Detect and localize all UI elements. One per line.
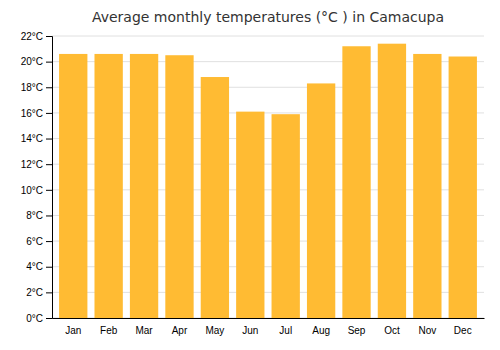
y-axis-line xyxy=(46,37,53,319)
bar xyxy=(307,83,335,318)
x-tick-label: Nov xyxy=(418,325,436,336)
y-tick: 6°C xyxy=(26,236,52,247)
x-tick: Jun xyxy=(242,325,258,336)
y-tick-mark xyxy=(46,164,52,165)
y-tick: 22°C xyxy=(21,31,52,42)
x-tick: Dec xyxy=(454,325,472,336)
x-axis: Jan Feb Mar Apr May Jun Jul Aug Sep Oct Nov Dec xyxy=(53,319,485,337)
x-tick: May xyxy=(205,325,224,336)
bar xyxy=(378,44,406,318)
y-tick-label: 10°C xyxy=(21,185,43,196)
y-tick-label: 2°C xyxy=(26,287,43,298)
x-tick-label: May xyxy=(205,325,224,336)
bar xyxy=(342,46,370,318)
y-tick: 0°C xyxy=(26,313,52,324)
bar xyxy=(272,114,300,318)
x-tick: Apr xyxy=(172,325,188,336)
y-tick-label: 4°C xyxy=(26,261,43,272)
bar xyxy=(59,54,87,318)
y-tick: 10°C xyxy=(21,185,52,196)
bar xyxy=(201,77,229,318)
y-tick-label: 20°C xyxy=(21,56,43,67)
x-tick-label: Jun xyxy=(242,325,258,336)
y-tick-label: 16°C xyxy=(21,108,43,119)
x-tick-label: Jan xyxy=(65,325,81,336)
bar xyxy=(236,112,264,318)
x-tick: Jan xyxy=(65,325,81,336)
x-tick: Feb xyxy=(100,325,118,336)
bar xyxy=(130,54,158,318)
x-tick-label: Oct xyxy=(384,325,400,336)
y-tick-mark xyxy=(46,215,52,216)
y-tick-mark xyxy=(46,190,52,191)
y-tick-label: 6°C xyxy=(26,236,43,247)
x-tick: Jul xyxy=(279,325,292,336)
x-tick: Mar xyxy=(135,325,153,336)
y-tick-label: 22°C xyxy=(21,31,43,42)
y-tick-mark xyxy=(46,87,52,88)
y-tick: 14°C xyxy=(21,133,52,144)
y-tick-mark xyxy=(46,62,52,63)
x-tick-label: Jul xyxy=(279,325,292,336)
y-tick: 2°C xyxy=(26,287,52,298)
y-tick-label: 14°C xyxy=(21,133,43,144)
y-tick: 8°C xyxy=(26,210,52,221)
plot-area: 0°C 2°C 4°C 6°C 8°C 10°C 12°C 14°C 16°C 18°C 20°C 2… xyxy=(21,31,485,336)
y-tick-label: 12°C xyxy=(21,159,43,170)
y-tick: 4°C xyxy=(26,261,52,272)
grid-line xyxy=(52,36,484,37)
x-tick: Aug xyxy=(312,325,330,336)
x-tick-label: Mar xyxy=(135,325,153,336)
y-tick: 12°C xyxy=(21,159,52,170)
y-tick-mark xyxy=(46,267,52,268)
y-tick-label: 18°C xyxy=(21,82,43,93)
grid xyxy=(52,36,484,318)
y-tick-mark xyxy=(46,139,52,140)
bars xyxy=(59,44,477,318)
x-tick-label: Apr xyxy=(172,325,188,336)
y-axis: 0°C 2°C 4°C 6°C 8°C 10°C 12°C 14°C 16°C 18°C 20°C 2… xyxy=(21,31,53,324)
y-tick-mark xyxy=(46,292,52,293)
y-tick-label: 0°C xyxy=(26,313,43,324)
x-tick: Oct xyxy=(384,325,400,336)
chart-svg: 0°C 2°C 4°C 6°C 8°C 10°C 12°C 14°C 16°C 18°C 20°C 2… xyxy=(0,0,500,350)
y-tick: 20°C xyxy=(21,56,52,67)
y-tick-mark xyxy=(46,113,52,114)
y-tick: 18°C xyxy=(21,82,52,93)
x-tick-label: Aug xyxy=(312,325,330,336)
y-tick-mark xyxy=(46,241,52,242)
x-axis-line xyxy=(53,318,485,319)
bar xyxy=(94,54,122,318)
x-tick: Nov xyxy=(418,325,436,336)
y-tick: 16°C xyxy=(21,108,52,119)
bar xyxy=(413,54,441,318)
x-tick: Sep xyxy=(348,325,366,336)
bar xyxy=(449,57,477,318)
x-tick-label: Sep xyxy=(348,325,366,336)
y-tick-mark xyxy=(46,318,52,319)
y-tick-mark xyxy=(46,36,52,37)
x-tick-label: Feb xyxy=(100,325,118,336)
bar xyxy=(165,55,193,318)
y-tick-label: 8°C xyxy=(26,210,43,221)
x-tick-label: Dec xyxy=(454,325,472,336)
chart-title: Average monthly temperatures (°C ) in Ca… xyxy=(92,9,444,25)
